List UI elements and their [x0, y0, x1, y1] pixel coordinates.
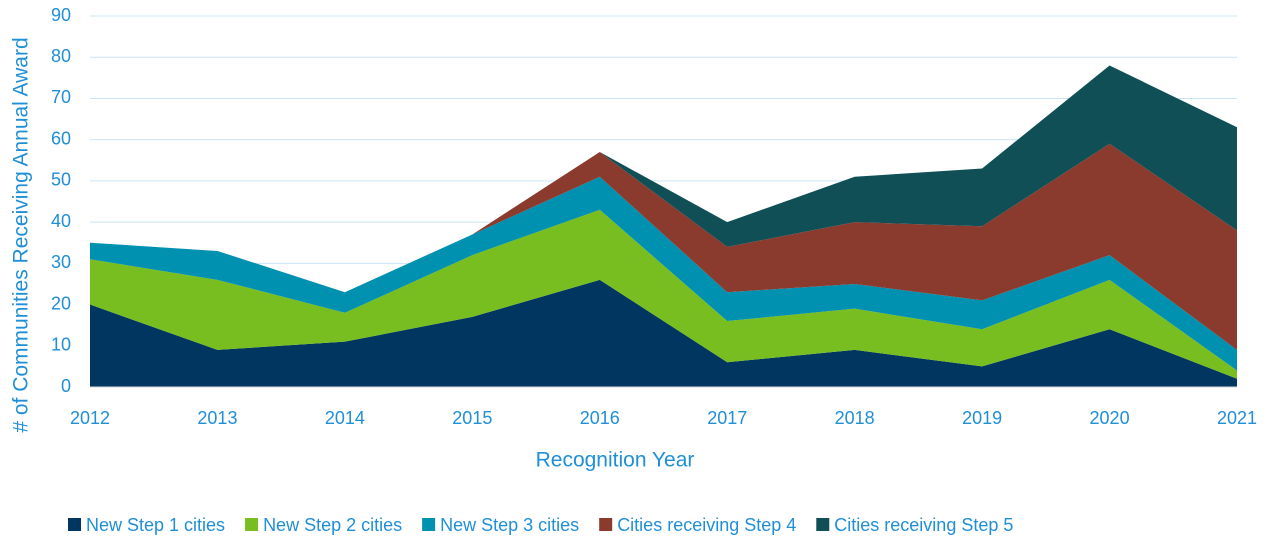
y-tick-label: 10	[51, 335, 71, 355]
y-tick-label: 60	[51, 128, 71, 148]
legend-label: New Step 2 cities	[263, 515, 402, 535]
y-tick-label: 90	[51, 5, 71, 25]
legend-swatch	[68, 518, 81, 531]
x-tick-label: 2017	[707, 408, 747, 428]
area	[90, 209, 1237, 379]
x-axis-title: Recognition Year	[536, 449, 695, 472]
legend-label: New Step 3 cities	[440, 515, 579, 535]
area	[90, 176, 1237, 371]
legend-swatch	[245, 518, 259, 531]
x-tick-label: 2016	[580, 408, 620, 428]
legend-swatch	[816, 518, 830, 531]
y-tick-label: 70	[51, 87, 71, 107]
y-tick-label: 0	[61, 376, 71, 396]
y-tick-label: 20	[51, 293, 71, 313]
y-tick-label: 40	[51, 211, 71, 231]
x-tick-label: 2015	[452, 408, 492, 428]
x-tick-label: 2013	[197, 408, 237, 428]
x-tick-label: 2012	[70, 408, 110, 428]
x-tick-label: 2021	[1217, 408, 1257, 428]
legend-swatch	[599, 518, 613, 531]
area	[90, 143, 1237, 350]
y-tick-label: 50	[51, 170, 71, 190]
x-tick-label: 2020	[1090, 408, 1130, 428]
legend-label: Cities receiving Step 5	[834, 515, 1013, 535]
x-tick-label: 2019	[962, 408, 1002, 428]
y-tick-label: 80	[51, 46, 71, 66]
area	[90, 65, 1237, 293]
area	[90, 279, 1237, 387]
legend-swatch	[422, 518, 436, 531]
x-tick-label: 2014	[325, 408, 365, 428]
legend-label: New Step 1 cities	[86, 515, 225, 535]
y-axis-title: # of Communities Receiving Annual Award	[10, 37, 33, 432]
x-tick-label: 2018	[835, 408, 875, 428]
legend-label: Cities receiving Step 4	[617, 515, 796, 535]
y-tick-label: 30	[51, 252, 71, 272]
